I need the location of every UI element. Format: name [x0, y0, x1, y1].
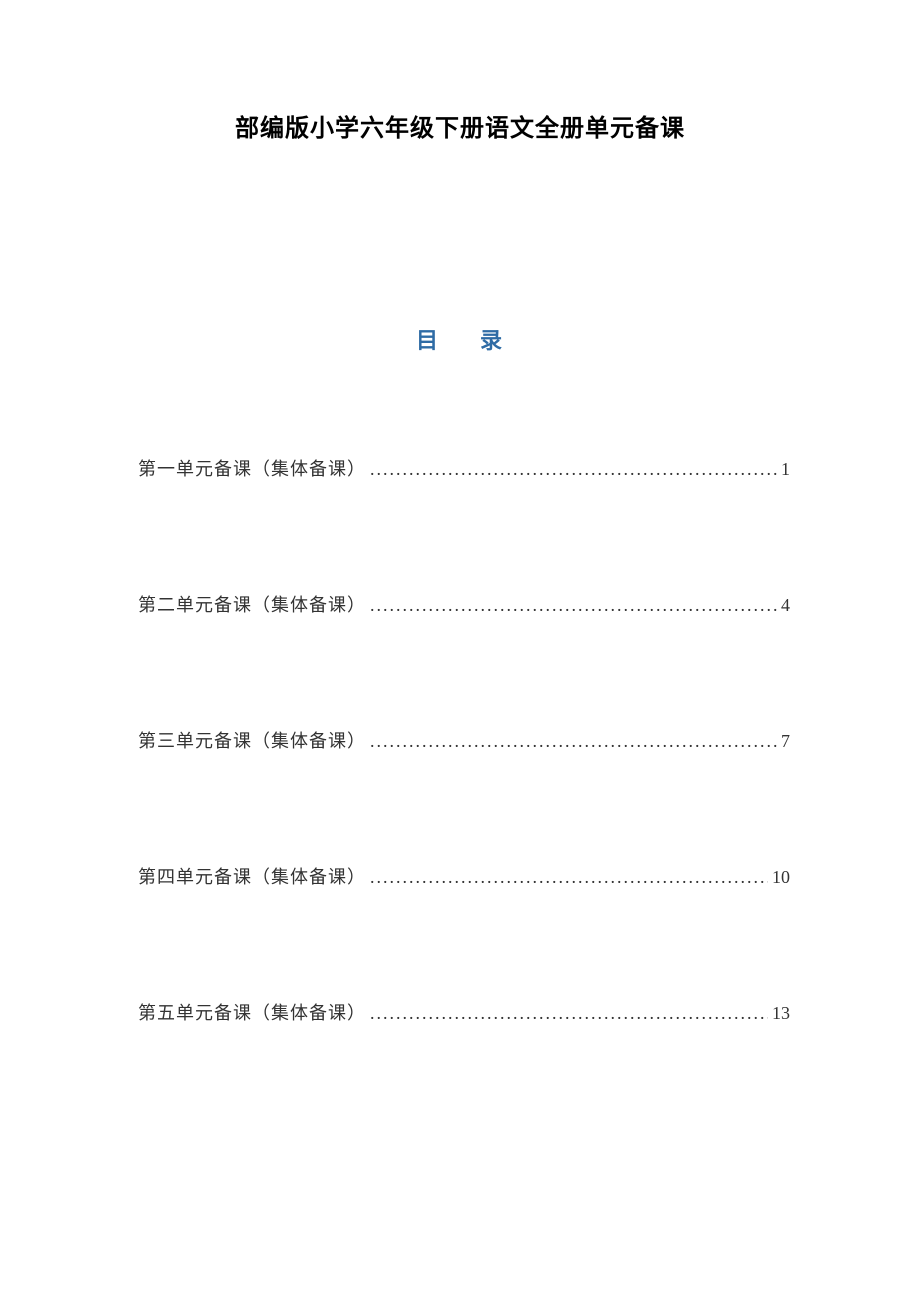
toc-heading-char2: 录: [480, 328, 504, 353]
toc-dots: [370, 731, 777, 752]
toc-entry-page: 13: [772, 1003, 790, 1024]
toc-entry: 第五单元备课（集体备课） 13: [138, 999, 790, 1025]
toc-entry-page: 1: [781, 459, 790, 480]
toc-dots: [370, 595, 777, 616]
document-page: 部编版小学六年级下册语文全册单元备课 目录 第一单元备课（集体备课） 1 第二单…: [0, 0, 920, 1025]
toc-entry-label: 第五单元备课（集体备课）: [138, 999, 366, 1025]
toc-heading: 目录: [130, 323, 790, 355]
toc-dots: [370, 867, 768, 888]
toc-entry-label: 第二单元备课（集体备课）: [138, 591, 366, 617]
toc-entry-page: 10: [772, 867, 790, 888]
toc-entry: 第三单元备课（集体备课） 7: [138, 727, 790, 753]
toc-list: 第一单元备课（集体备课） 1 第二单元备课（集体备课） 4 第三单元备课（集体备…: [130, 455, 790, 1025]
toc-entry: 第四单元备课（集体备课） 10: [138, 863, 790, 889]
toc-entry-page: 7: [781, 731, 790, 752]
toc-dots: [370, 1003, 768, 1024]
toc-entry-label: 第一单元备课（集体备课）: [138, 455, 366, 481]
toc-entry: 第二单元备课（集体备课） 4: [138, 591, 790, 617]
toc-entry: 第一单元备课（集体备课） 1: [138, 455, 790, 481]
document-title: 部编版小学六年级下册语文全册单元备课: [130, 108, 790, 143]
toc-entry-label: 第四单元备课（集体备课）: [138, 863, 366, 889]
toc-entry-label: 第三单元备课（集体备课）: [138, 727, 366, 753]
toc-dots: [370, 459, 777, 480]
toc-heading-char1: 目: [416, 328, 440, 353]
toc-entry-page: 4: [781, 595, 790, 616]
